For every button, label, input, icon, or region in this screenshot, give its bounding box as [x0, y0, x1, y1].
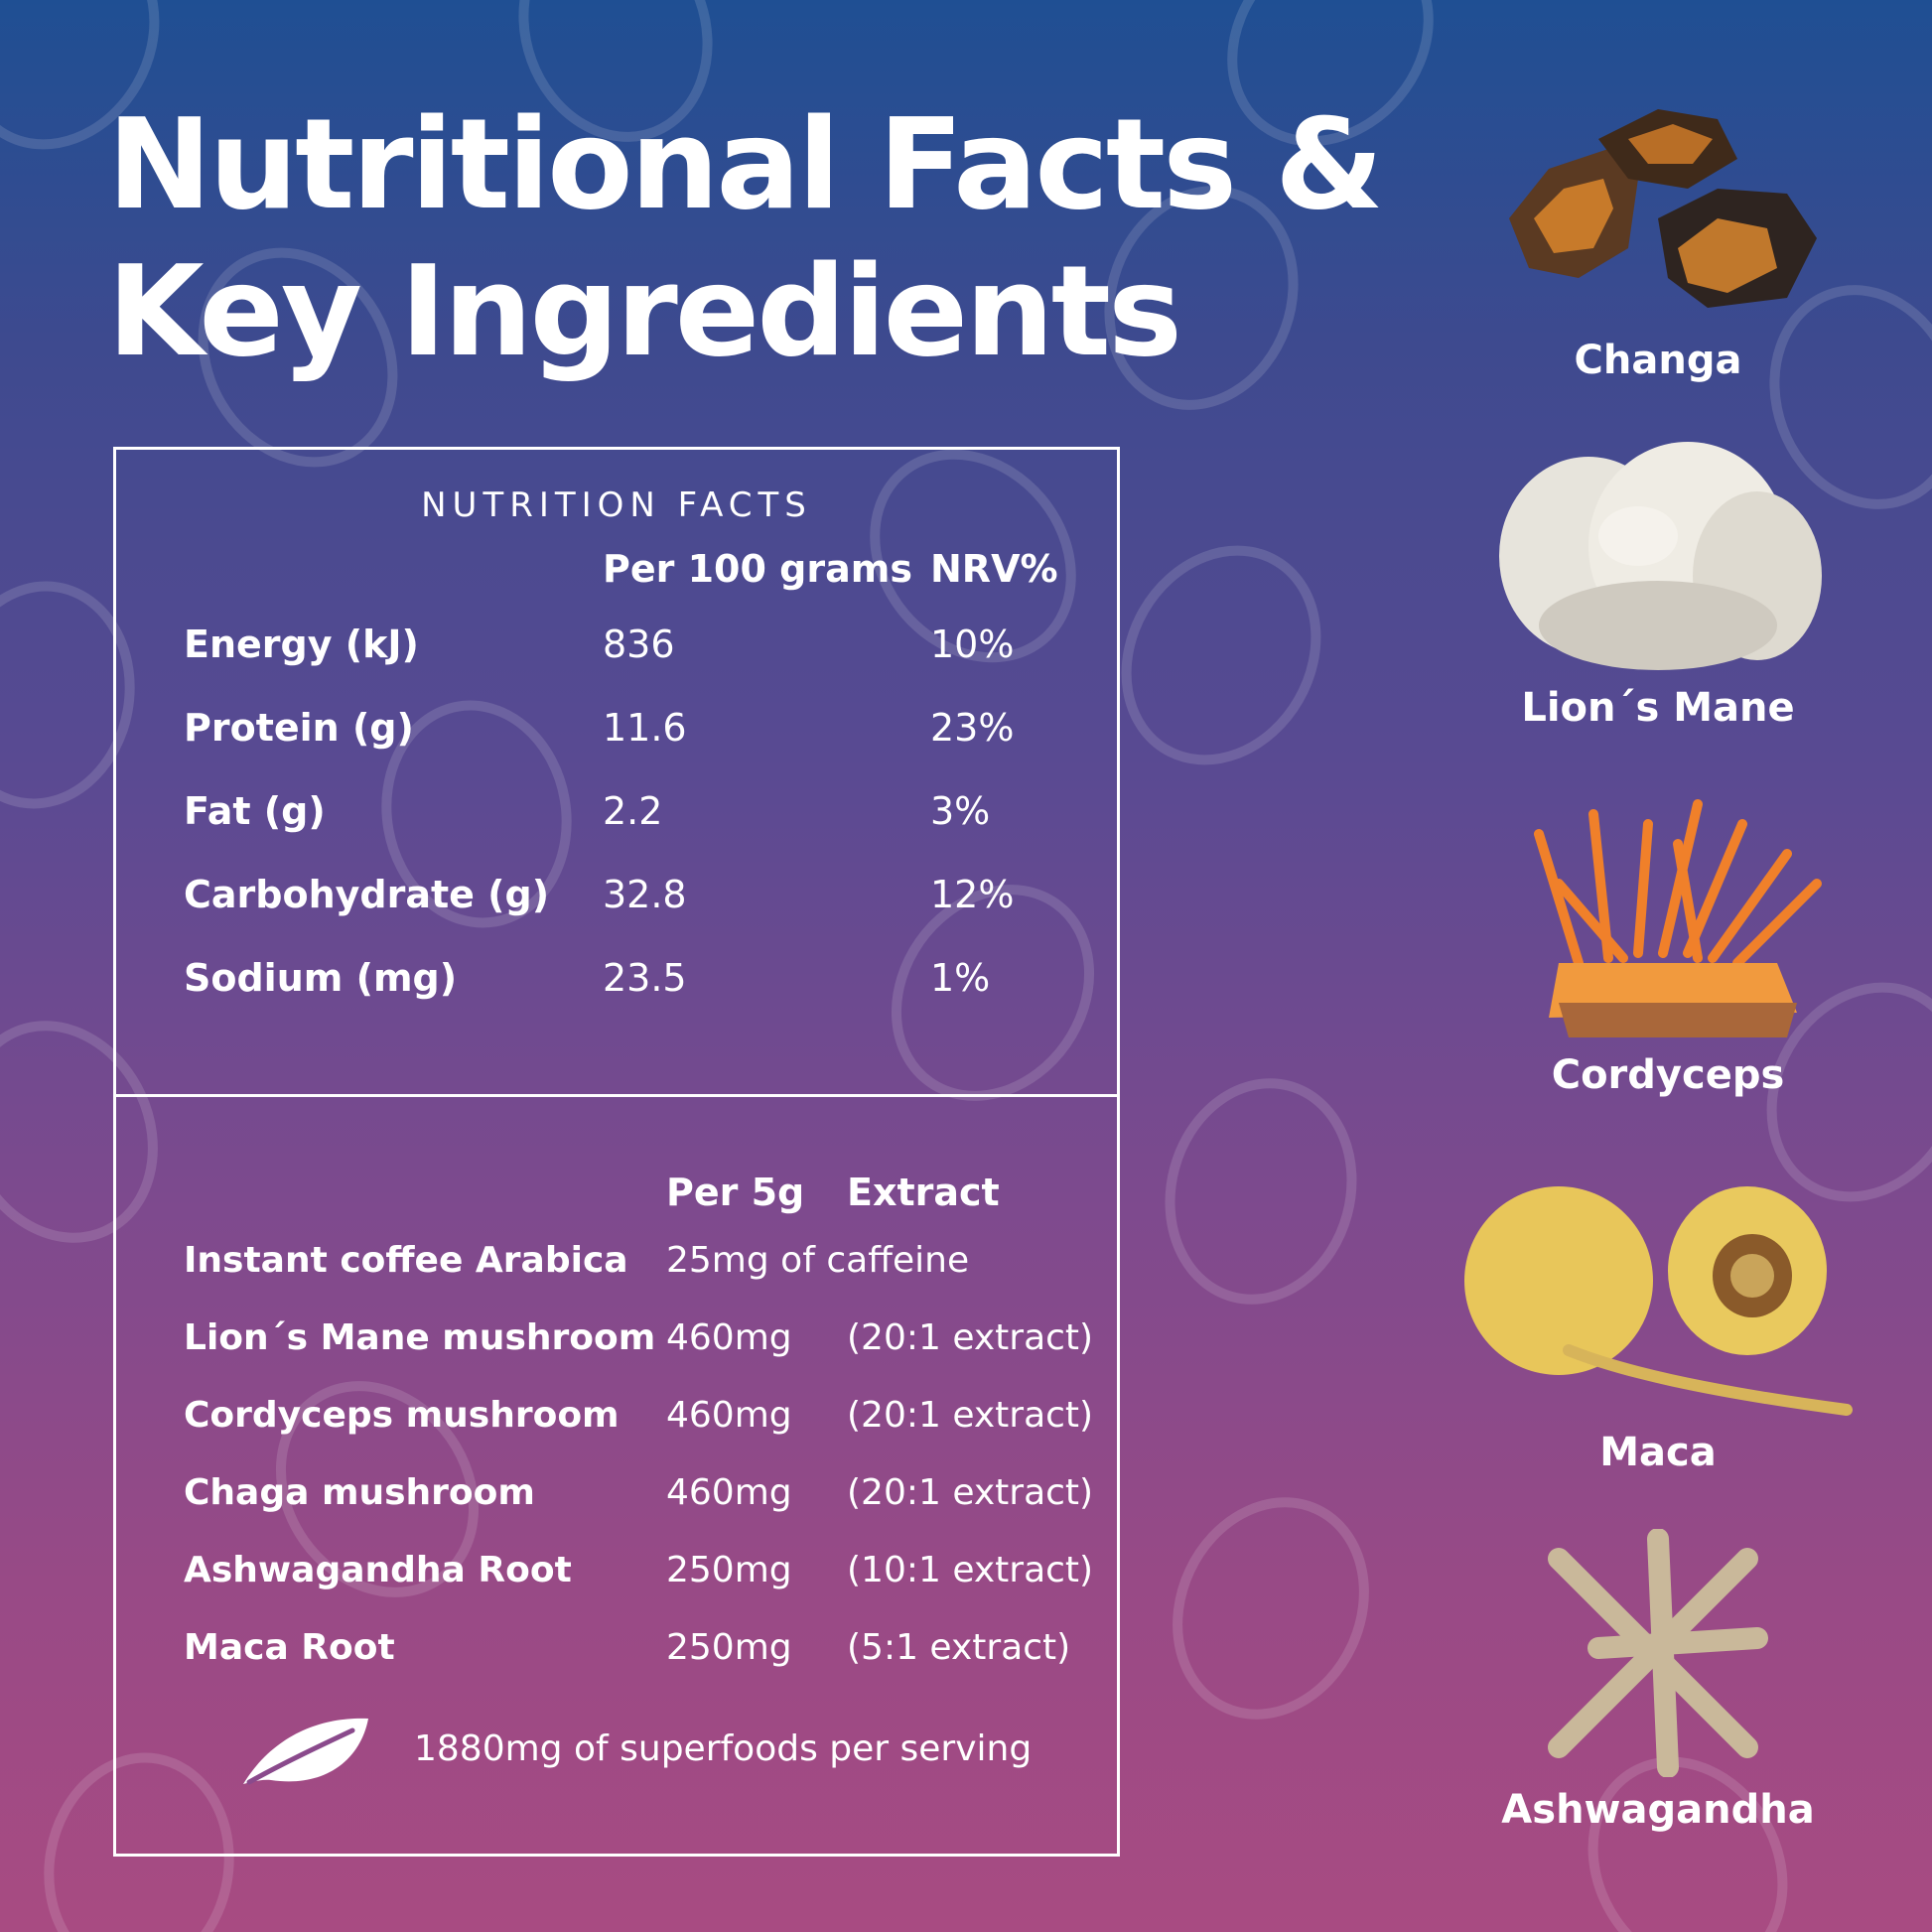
nutrient-value: 23.5: [603, 956, 687, 1000]
leaf-icon: [243, 1718, 368, 1785]
nutrient-label: Fat (g): [184, 789, 326, 833]
column-header-nrv: NRV%: [930, 547, 1058, 591]
ingredients-panel: Per 5g Extract Instant coffee Arabica 25…: [113, 1094, 1120, 1857]
maca-root-image: [1464, 1186, 1853, 1416]
ingredient-label-ashwagandha: Ashwagandha: [1501, 1787, 1815, 1833]
chaga-chunks-image: [1509, 109, 1817, 308]
ingredient-amount: 250mg: [666, 1627, 792, 1668]
ingredient-extract: (20:1 extract): [847, 1472, 1094, 1513]
ingredient-extract: (5:1 extract): [847, 1627, 1071, 1668]
ingredient-label: Chaga mushroom: [184, 1472, 535, 1513]
superfoods-footnote: 1880mg of superfoods per serving: [414, 1728, 1033, 1769]
ingredient-label: Lion´s Mane mushroom: [184, 1317, 656, 1358]
ingredient-label: Ashwagandha Root: [184, 1550, 572, 1590]
lions-mane-image: [1499, 442, 1822, 670]
nutrition-facts-heading: NUTRITION FACTS: [421, 485, 812, 525]
cordyceps-image: [1534, 799, 1822, 1037]
ingredient-cordyceps: Cordyceps: [1479, 794, 1857, 1098]
nutrient-value: 11.6: [603, 706, 687, 750]
nutrient-label: Protein (g): [184, 706, 414, 750]
nutrition-facts-panel: NUTRITION FACTS Per 100 grams NRV% Energ…: [113, 447, 1120, 1097]
ingredient-label: Instant coffee Arabica: [184, 1240, 628, 1281]
ashwagandha-root-image: [1548, 1529, 1768, 1777]
nutrient-nrv: 12%: [930, 873, 1015, 916]
ingredient-maca: Maca: [1459, 1172, 1857, 1475]
ingredient-amount: 250mg: [666, 1550, 792, 1590]
caffeine-value: 25mg of caffeine: [666, 1240, 970, 1281]
nutrient-label: Sodium (mg): [184, 956, 458, 1000]
ingredient-label-cordyceps: Cordyceps: [1551, 1052, 1785, 1098]
column-header-per-5g: Per 5g: [666, 1171, 805, 1214]
nutrient-nrv: 23%: [930, 706, 1015, 750]
column-header-per-100g: Per 100 grams: [603, 547, 912, 591]
nutrient-value: 2.2: [603, 789, 663, 833]
nutrient-value: 836: [603, 622, 675, 666]
page-title-line1: Nutritional Facts &: [107, 91, 1384, 237]
ingredient-amount: 460mg: [666, 1395, 792, 1436]
nutrient-value: 32.8: [603, 873, 687, 916]
nutrient-nrv: 3%: [930, 789, 991, 833]
ingredient-lions-mane: Lion´s Mane: [1479, 437, 1837, 731]
ingredient-amount: 460mg: [666, 1317, 792, 1358]
page-title: Nutritional Facts & Key Ingredients: [107, 91, 1384, 385]
ingredient-extract: (20:1 extract): [847, 1395, 1094, 1436]
nutrient-label: Carbohydrate (g): [184, 873, 550, 916]
ingredient-label: Cordyceps mushroom: [184, 1395, 620, 1436]
ingredient-chaga: Changa: [1479, 99, 1837, 383]
ingredient-ashwagandha: Ashwagandha: [1479, 1529, 1837, 1833]
ingredient-label-maca: Maca: [1599, 1430, 1717, 1475]
nutrient-nrv: 10%: [930, 622, 1015, 666]
ingredient-label-chaga: Changa: [1574, 338, 1742, 383]
column-header-extract: Extract: [847, 1171, 1000, 1214]
nutrient-label: Energy (kJ): [184, 622, 419, 666]
ingredient-amount: 460mg: [666, 1472, 792, 1513]
ingredient-extract: (10:1 extract): [847, 1550, 1094, 1590]
ingredient-label-lions-mane: Lion´s Mane: [1521, 685, 1795, 731]
page-title-line2: Key Ingredients: [107, 238, 1182, 384]
ingredient-extract: (20:1 extract): [847, 1317, 1094, 1358]
nutrient-nrv: 1%: [930, 956, 991, 1000]
ingredient-label: Maca Root: [184, 1627, 395, 1668]
